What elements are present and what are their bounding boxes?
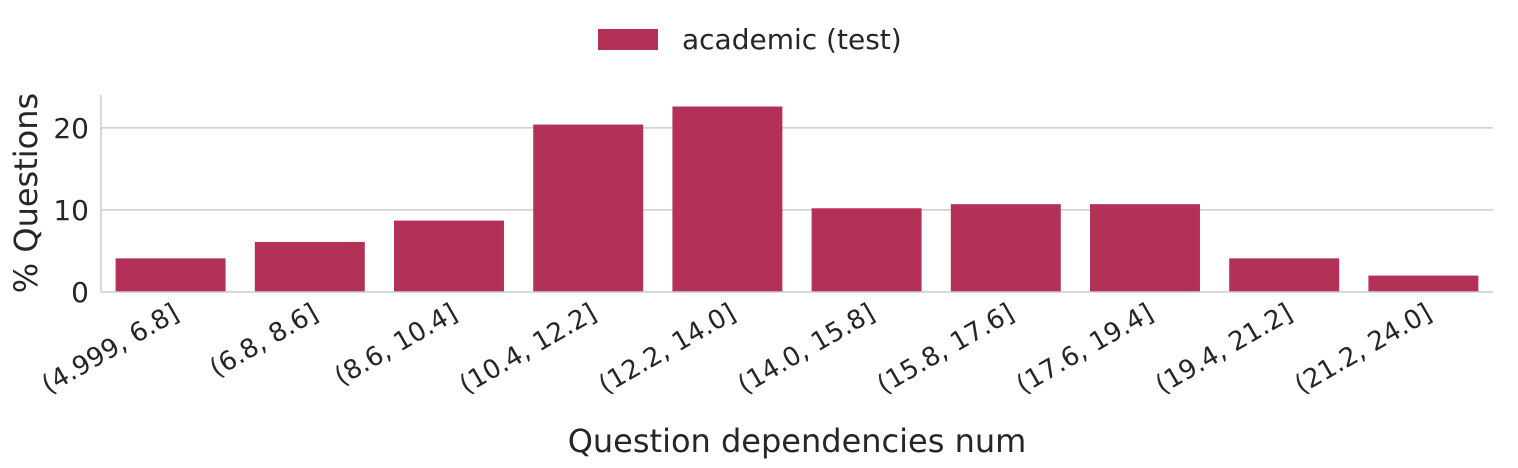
bars-group: [115, 106, 1479, 292]
x-tick-label: (12.2, 14.0]: [594, 298, 741, 400]
y-axis-label: % Questions: [7, 93, 45, 293]
axes: [100, 95, 1493, 293]
x-axis-label: Question dependencies num: [568, 422, 1027, 460]
x-tick-label: (6.8, 8.6]: [205, 298, 324, 384]
bar: [1090, 204, 1200, 292]
bar: [672, 106, 783, 292]
legend-label: academic (test): [682, 23, 902, 56]
y-tick-label: 20: [53, 112, 89, 145]
x-tick-label: (15.8, 17.6]: [872, 298, 1019, 400]
bar: [115, 258, 226, 292]
bar: [254, 241, 365, 292]
bar: [811, 208, 922, 292]
x-tick-label: (14.0, 15.8]: [733, 298, 880, 400]
x-tick-label: (19.4, 21.2]: [1151, 298, 1298, 400]
x-tick-label: (21.2, 24.0]: [1290, 298, 1437, 400]
bar: [1229, 258, 1340, 292]
bar: [950, 204, 1061, 292]
y-tick-label: 0: [71, 276, 89, 309]
y-tick-labels: 0 10 20: [53, 112, 89, 309]
x-tick-label: (8.6, 10.4]: [330, 298, 463, 392]
grid-lines: [101, 127, 1493, 211]
x-tick-label: (17.6, 19.4]: [1011, 298, 1158, 400]
legend-swatch: [598, 29, 658, 50]
x-tick-label: (10.4, 12.2]: [455, 298, 602, 400]
y-tick-label: 10: [53, 194, 89, 227]
legend: academic (test): [598, 23, 902, 56]
bar: [1368, 275, 1479, 292]
x-tick-labels: (4.999, 6.8] (6.8, 8.6] (8.6, 10.4](10.4, …: [37, 298, 1437, 400]
bar: [533, 124, 644, 292]
x-tick-label: (4.999, 6.8]: [37, 298, 184, 400]
bar: [394, 220, 504, 292]
